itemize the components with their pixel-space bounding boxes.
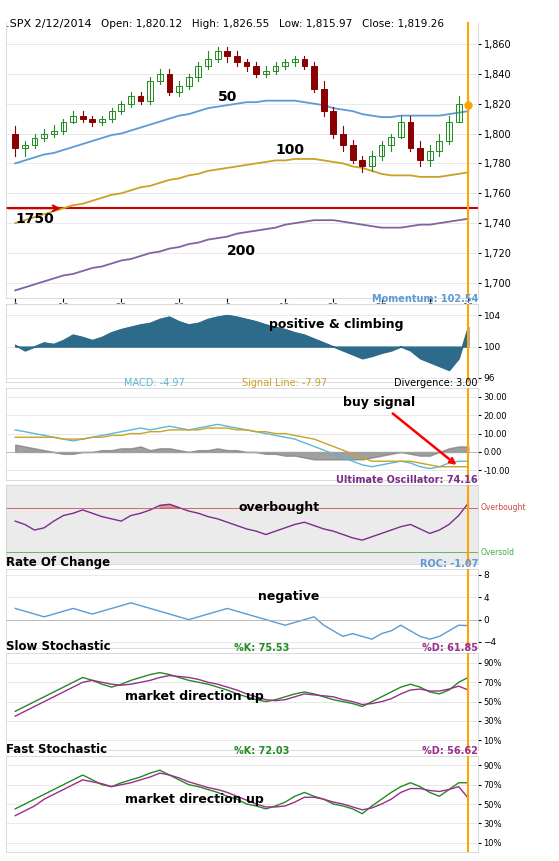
Bar	[446, 121, 452, 141]
Bar	[408, 121, 413, 148]
Text: Rate Of Change: Rate Of Change	[6, 556, 110, 569]
Bar	[60, 121, 67, 131]
Text: February 2014: February 2014	[399, 313, 460, 322]
Text: .SPX 2/12/2014: .SPX 2/12/2014	[6, 19, 91, 29]
Bar	[224, 52, 230, 56]
Text: Open: 1,820.12   High: 1,826.55   Low: 1,815.97   Close: 1,819.26: Open: 1,820.12 High: 1,826.55 Low: 1,815…	[101, 19, 444, 29]
Bar	[128, 96, 134, 103]
Bar	[263, 71, 269, 74]
Text: January 2014: January 2014	[248, 313, 304, 322]
Bar	[22, 146, 28, 148]
Bar	[89, 119, 95, 121]
Text: Momentum: 102.54: Momentum: 102.54	[372, 294, 478, 304]
Bar	[330, 111, 337, 133]
Text: 200: 200	[228, 244, 257, 257]
Text: Divergence: 3.00: Divergence: 3.00	[395, 377, 478, 387]
Bar	[215, 52, 221, 59]
Text: %K: 75.53: %K: 75.53	[234, 643, 289, 653]
Text: 100: 100	[276, 144, 305, 158]
Bar	[456, 103, 462, 121]
Bar	[427, 152, 433, 160]
Bar	[205, 59, 211, 66]
Bar	[378, 146, 385, 156]
Bar	[244, 62, 249, 66]
Text: Ultimate Oscillator: 74.16: Ultimate Oscillator: 74.16	[337, 475, 478, 486]
Text: %D: 56.62: %D: 56.62	[422, 746, 478, 756]
Text: December 2013: December 2013	[59, 313, 126, 322]
Bar	[340, 133, 346, 146]
Bar	[176, 86, 182, 92]
Text: buy signal: buy signal	[343, 396, 454, 463]
Bar	[109, 111, 115, 119]
Bar	[186, 77, 192, 86]
Text: Slow Stochastic: Slow Stochastic	[6, 641, 110, 653]
Bar	[466, 103, 471, 105]
Text: MACD: -4.97: MACD: -4.97	[124, 377, 185, 387]
Bar	[282, 62, 288, 66]
Text: market direction up: market direction up	[125, 793, 264, 806]
Bar	[138, 96, 144, 101]
Bar	[167, 74, 172, 92]
Text: 1750: 1750	[15, 212, 54, 226]
Bar	[350, 146, 356, 160]
Bar	[32, 138, 37, 146]
Bar	[311, 66, 317, 89]
Text: negative: negative	[258, 590, 320, 604]
Bar	[51, 131, 56, 133]
Bar	[389, 137, 394, 146]
Bar	[41, 133, 47, 138]
Bar	[157, 74, 163, 81]
Bar	[12, 133, 18, 148]
Bar	[301, 59, 307, 66]
Text: Oversold: Oversold	[480, 548, 514, 557]
Text: 50: 50	[217, 90, 237, 103]
Text: overbought: overbought	[239, 501, 320, 514]
Bar	[99, 119, 105, 121]
Text: %K: 72.03: %K: 72.03	[234, 746, 289, 756]
Text: Overbought: Overbought	[480, 503, 526, 512]
Text: positive & climbing: positive & climbing	[269, 318, 404, 331]
Bar	[437, 141, 442, 152]
Bar	[398, 121, 404, 137]
Bar	[80, 115, 86, 119]
Bar	[417, 148, 423, 160]
Bar	[292, 59, 298, 62]
Text: ROC: -1.07: ROC: -1.07	[420, 560, 478, 569]
Bar	[196, 66, 201, 77]
Bar	[321, 89, 326, 111]
Bar	[147, 81, 153, 101]
Text: %D: 61.85: %D: 61.85	[422, 643, 478, 653]
Bar	[273, 66, 278, 71]
Bar	[234, 56, 240, 62]
Text: Fast Stochastic: Fast Stochastic	[6, 743, 107, 756]
Bar	[359, 160, 365, 166]
Bar	[70, 115, 76, 121]
Bar	[369, 156, 375, 166]
Bar	[253, 66, 259, 74]
Text: Signal Line: -7.97: Signal Line: -7.97	[241, 377, 327, 387]
Text: market direction up: market direction up	[125, 691, 264, 703]
Bar	[119, 103, 124, 111]
